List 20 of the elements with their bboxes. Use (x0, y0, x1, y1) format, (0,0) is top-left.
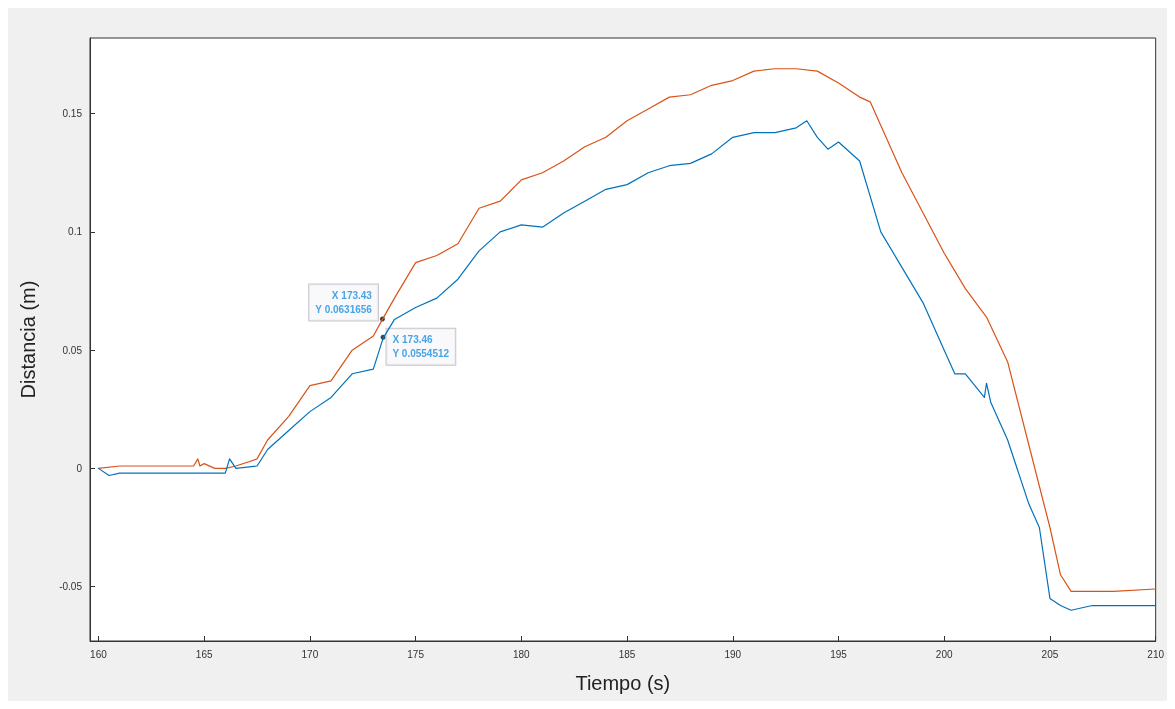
x-tick-label: 200 (935, 648, 953, 660)
x-tick-label: 170 (301, 648, 319, 660)
y-axis-title: Distancia (m) (17, 280, 39, 399)
x-axis-title: Tiempo (s) (575, 672, 671, 694)
y-tick-label: -0.05 (59, 581, 83, 593)
y-tick-label: 0.1 (68, 226, 83, 238)
x-tick-label: 195 (830, 648, 848, 660)
x-tick-label: 180 (512, 648, 531, 660)
x-tick-label: 175 (407, 648, 425, 660)
x-tick-label: 185 (618, 648, 636, 660)
annotation: X 173.43 Y 0.0631656 (315, 290, 373, 316)
y-tick-label: 0 (76, 462, 83, 474)
y-tick-label: 0.15 (62, 108, 83, 120)
x-tick-label: 160 (90, 648, 108, 660)
x-tick-label: 165 (195, 648, 213, 660)
annotation: X 173.46 Y 0.0554512 (392, 334, 450, 360)
x-tick-label: 205 (1041, 648, 1059, 660)
x-tick-label: 190 (724, 648, 742, 660)
y-tick-label: 0.05 (62, 344, 83, 356)
x-tick-label: 210 (1147, 648, 1165, 660)
